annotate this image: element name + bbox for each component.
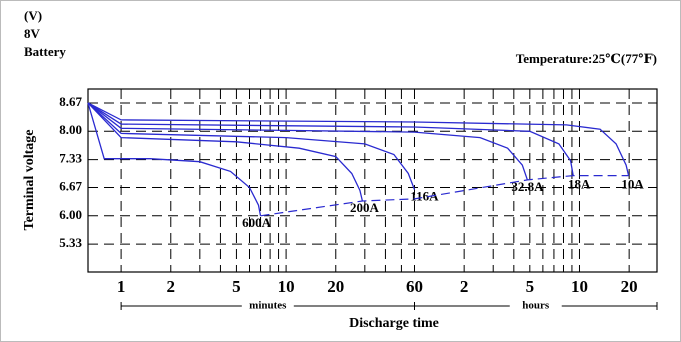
header-line: 8V (24, 26, 41, 41)
x-tick-label: 10 (571, 277, 588, 296)
curve-label: 18A (568, 177, 591, 192)
y-tick-label: 8.67 (59, 94, 82, 109)
band-label: hours (522, 300, 550, 312)
x-tick-label: 1 (117, 277, 126, 296)
x-tick-label: 10 (278, 277, 295, 296)
curve (87, 102, 416, 190)
x-tick-label: 60 (406, 277, 423, 296)
band-label: minutes (249, 300, 287, 312)
end-voltage-line (260, 175, 629, 217)
curve (87, 102, 630, 176)
x-tick-label: 5 (526, 277, 535, 296)
band-label-bg (241, 299, 294, 313)
plot-area (87, 88, 658, 273)
curve-label: 10A (621, 177, 644, 192)
curve (87, 102, 262, 216)
y-tick-label: 6.67 (59, 178, 82, 193)
curve-label: 116A (410, 189, 439, 204)
band-label-bg (509, 299, 562, 313)
x-tick-label: 2 (460, 277, 469, 296)
curve-label: 600A (242, 215, 272, 230)
x-tick-label: 2 (167, 277, 176, 296)
y-tick-label: 6.00 (59, 207, 82, 222)
curve (87, 102, 364, 202)
curve-label: 200A (350, 200, 380, 215)
y-tick-label: 5.33 (59, 235, 82, 250)
x-tick-label: 20 (621, 277, 638, 296)
x-tick-label: 5 (232, 277, 241, 296)
x-tick-label: 20 (327, 277, 344, 296)
curve-label: 32.8A (511, 179, 544, 194)
y-tick-label: 7.33 (59, 151, 82, 166)
header-line: (V) (24, 8, 42, 23)
header-line: Battery (24, 44, 66, 59)
curve (87, 102, 574, 176)
y-axis-label: Terminal voltage (22, 130, 37, 231)
y-tick-label: 8.00 (59, 122, 82, 137)
curve (87, 102, 529, 181)
annotation: Temperature:25℃(77℉) (516, 51, 657, 66)
x-axis-label: Discharge time (349, 316, 439, 331)
